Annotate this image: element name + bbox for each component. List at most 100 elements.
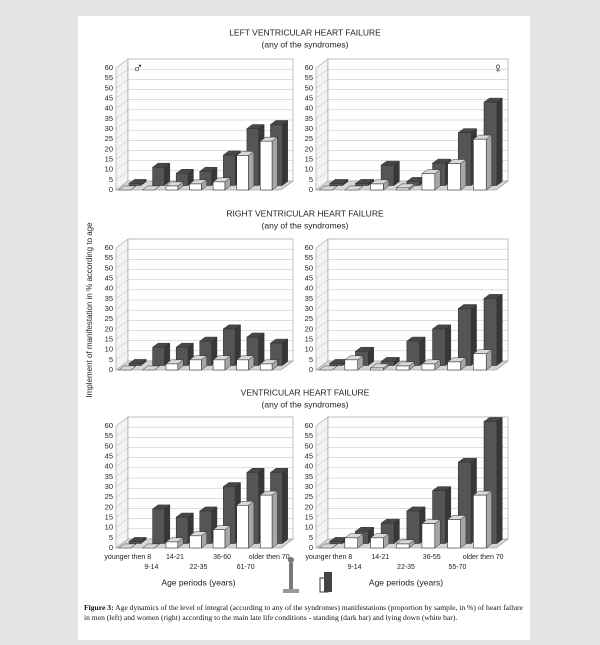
y-tick-label: 10 xyxy=(105,165,113,174)
bar xyxy=(236,504,249,549)
grid-line xyxy=(115,289,293,300)
bar-side xyxy=(271,490,278,549)
y-tick-label: 40 xyxy=(305,462,313,471)
y-tick-label: 15 xyxy=(105,334,113,343)
y-tick-label: 25 xyxy=(305,492,313,501)
bar-side xyxy=(282,119,288,187)
x-tick-label: older then 70 xyxy=(249,554,290,561)
bar-side xyxy=(434,519,441,549)
bar xyxy=(473,494,487,549)
caption-label: Figure 3: xyxy=(84,603,114,612)
grid-line xyxy=(315,299,508,310)
grid-line xyxy=(115,140,293,150)
section-title: LEFT VENTRICULAR HEART FAILURE xyxy=(229,27,381,37)
bar-side xyxy=(460,159,467,191)
y-tick-label: 60 xyxy=(305,63,313,72)
y-tick-label: 50 xyxy=(105,263,113,272)
y-tick-label: 60 xyxy=(305,421,313,430)
y-tick-label: 30 xyxy=(105,482,113,491)
y-tick-label: 55 xyxy=(305,73,313,82)
grid-line xyxy=(315,309,508,320)
bar xyxy=(212,181,226,191)
y-tick-label: 10 xyxy=(305,345,313,354)
x-tick-label: 9-14 xyxy=(348,564,362,571)
bar-top xyxy=(118,543,137,549)
y-tick-label: 45 xyxy=(105,273,113,282)
y-tick-label: 60 xyxy=(105,421,113,430)
grid-line xyxy=(115,238,293,249)
y-tick-label: 5 xyxy=(109,533,113,542)
bar xyxy=(128,183,142,186)
grid-line xyxy=(315,89,508,99)
bar xyxy=(212,359,226,371)
x-tick-label: 22-35 xyxy=(397,564,415,571)
grid-line xyxy=(115,129,293,140)
bar xyxy=(236,155,249,191)
y-tick-label: 45 xyxy=(305,273,313,282)
grid-line xyxy=(315,437,508,447)
section-subtitle: (any of the syndromes) xyxy=(262,399,349,409)
grid-line xyxy=(315,426,508,437)
standing-icon-head xyxy=(288,557,294,563)
x-tick-label: younger then 8 xyxy=(104,554,151,561)
bar xyxy=(329,363,343,366)
grid-line xyxy=(115,89,293,99)
bar xyxy=(406,510,421,544)
y-tick-label: 50 xyxy=(305,441,313,450)
y-tick-label: 45 xyxy=(105,93,113,102)
bar xyxy=(344,537,358,549)
grid-line xyxy=(115,58,293,69)
bar xyxy=(329,183,343,186)
x-tick-label: younger then 8 xyxy=(306,554,353,561)
y-tick-label: 5 xyxy=(309,533,313,542)
y-axis-label: Implement of manifestation in % accordin… xyxy=(85,222,94,398)
bar-side xyxy=(419,336,426,366)
y-tick-label: 20 xyxy=(305,144,313,153)
bar xyxy=(395,187,410,191)
bar xyxy=(165,363,179,371)
bar-side xyxy=(496,416,503,544)
grid-line xyxy=(115,279,293,289)
y-tick-label: 10 xyxy=(305,165,313,174)
y-tick-label: 60 xyxy=(105,243,113,252)
bar xyxy=(370,183,384,191)
grid-line xyxy=(315,477,508,488)
bar xyxy=(447,361,461,371)
bar xyxy=(259,494,273,549)
bar-side xyxy=(164,504,171,544)
grid-line xyxy=(115,457,293,467)
y-tick-label: 35 xyxy=(305,114,313,123)
x-axis-label: Age periods (years) xyxy=(161,577,235,587)
bar xyxy=(152,508,165,544)
bar xyxy=(152,346,165,366)
grid-line xyxy=(315,68,508,79)
standing-icon xyxy=(289,563,293,589)
grid-line xyxy=(315,140,508,150)
grid-line xyxy=(315,467,508,478)
y-tick-label: 50 xyxy=(305,83,313,92)
grid-line xyxy=(115,99,293,109)
grid-line xyxy=(115,299,293,310)
bar-top xyxy=(344,185,364,191)
sex-symbol: ♀ xyxy=(492,60,503,77)
bar xyxy=(152,166,165,186)
grid-line xyxy=(315,279,508,289)
bar xyxy=(421,173,436,191)
bar-top xyxy=(318,543,339,549)
grid-line xyxy=(115,477,293,488)
y-tick-label: 15 xyxy=(305,154,313,163)
bar xyxy=(447,519,461,549)
bar-side xyxy=(248,150,255,191)
x-tick-label: 14-21 xyxy=(166,554,184,561)
x-tick-label: 55-70 xyxy=(448,564,466,571)
bar-side xyxy=(282,467,288,544)
bar xyxy=(189,359,202,371)
grid-line xyxy=(115,109,293,120)
grid-line xyxy=(115,150,293,160)
y-tick-label: 50 xyxy=(105,83,113,92)
y-tick-label: 30 xyxy=(305,304,313,313)
y-tick-label: 30 xyxy=(105,304,113,313)
y-tick-label: 0 xyxy=(309,365,313,374)
y-tick-label: 55 xyxy=(105,431,113,440)
